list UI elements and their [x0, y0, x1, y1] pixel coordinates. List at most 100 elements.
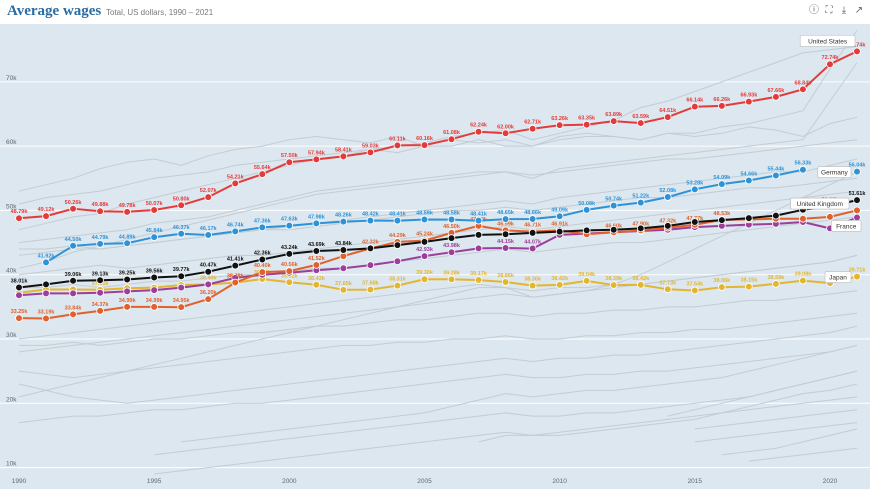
data-point[interactable]	[853, 213, 861, 222]
data-point[interactable]	[501, 215, 510, 223]
data-point[interactable]	[718, 216, 726, 224]
data-point[interactable]	[312, 261, 321, 269]
data-point[interactable]	[258, 223, 267, 232]
data-point[interactable]	[772, 171, 780, 180]
data-point[interactable]	[231, 278, 240, 287]
data-point[interactable]	[69, 310, 77, 319]
data-point[interactable]	[258, 170, 267, 178]
data-point[interactable]	[15, 314, 23, 322]
data-point[interactable]	[636, 119, 645, 127]
data-point[interactable]	[799, 214, 807, 223]
data-point[interactable]	[339, 264, 348, 273]
data-point[interactable]	[609, 281, 618, 289]
data-point[interactable]	[609, 201, 618, 210]
data-point[interactable]	[96, 240, 104, 248]
data-point[interactable]	[366, 261, 375, 269]
data-point[interactable]	[123, 303, 131, 311]
data-point[interactable]	[285, 250, 294, 258]
data-point[interactable]	[312, 155, 321, 164]
data-point[interactable]	[501, 278, 510, 286]
data-point[interactable]	[772, 93, 780, 101]
data-point[interactable]	[258, 268, 267, 276]
data-point[interactable]	[123, 287, 131, 296]
data-point[interactable]	[772, 211, 780, 220]
data-point[interactable]	[528, 124, 537, 133]
data-point[interactable]	[474, 216, 483, 225]
data-point[interactable]	[420, 252, 429, 260]
data-point[interactable]	[555, 281, 564, 289]
data-point[interactable]	[393, 141, 402, 150]
data-point[interactable]	[393, 216, 402, 225]
data-point[interactable]	[15, 214, 23, 223]
data-point[interactable]	[636, 224, 645, 233]
data-point[interactable]	[231, 227, 240, 236]
data-point[interactable]	[150, 303, 158, 311]
data-point[interactable]	[528, 281, 537, 290]
data-point[interactable]	[393, 281, 402, 290]
data-point[interactable]	[285, 221, 294, 230]
data-point[interactable]	[447, 215, 456, 224]
data-point[interactable]	[447, 248, 456, 257]
data-point[interactable]	[150, 206, 158, 214]
data-point[interactable]	[285, 267, 294, 275]
data-point[interactable]	[420, 141, 429, 149]
data-point[interactable]	[555, 227, 564, 236]
data-point[interactable]	[393, 241, 402, 249]
data-point[interactable]	[772, 280, 780, 288]
data-point[interactable]	[312, 219, 321, 228]
data-point[interactable]	[501, 244, 510, 252]
data-point[interactable]	[285, 158, 294, 167]
data-point[interactable]	[339, 286, 348, 294]
data-point[interactable]	[177, 283, 185, 292]
data-point[interactable]	[691, 102, 699, 111]
share-icon[interactable]: ↗	[854, 5, 864, 16]
data-point[interactable]	[447, 135, 456, 143]
data-point[interactable]	[150, 286, 158, 294]
country-label-united-kingdom[interactable]: United Kingdom	[790, 197, 850, 210]
data-point[interactable]	[555, 121, 564, 129]
data-point[interactable]	[123, 208, 131, 216]
data-point[interactable]	[691, 185, 699, 194]
data-point[interactable]	[42, 280, 50, 289]
data-point[interactable]	[366, 216, 375, 225]
country-label-united-states[interactable]: United States	[799, 35, 856, 47]
data-point[interactable]	[231, 261, 240, 270]
data-point[interactable]	[15, 283, 23, 292]
data-point[interactable]	[393, 257, 402, 266]
data-point[interactable]	[96, 207, 104, 216]
data-point[interactable]	[15, 291, 23, 300]
data-point[interactable]	[366, 244, 375, 253]
data-point[interactable]	[582, 120, 591, 129]
download-icon[interactable]: ⤓	[841, 5, 847, 16]
data-point[interactable]	[501, 230, 510, 239]
data-point[interactable]	[745, 97, 753, 106]
data-point[interactable]	[745, 176, 753, 185]
data-point[interactable]	[96, 288, 104, 297]
data-point[interactable]	[42, 258, 50, 267]
data-point[interactable]	[150, 233, 158, 241]
data-point[interactable]	[204, 267, 213, 276]
data-point[interactable]	[582, 277, 591, 285]
data-point[interactable]	[96, 307, 104, 315]
data-point[interactable]	[609, 117, 618, 125]
data-point[interactable]	[718, 102, 726, 110]
data-point[interactable]	[339, 246, 348, 254]
data-point[interactable]	[177, 303, 185, 311]
data-point[interactable]	[447, 275, 456, 284]
data-point[interactable]	[474, 231, 483, 239]
data-point[interactable]	[339, 217, 348, 226]
data-point[interactable]	[691, 286, 699, 295]
data-point[interactable]	[42, 289, 50, 298]
data-point[interactable]	[204, 295, 213, 303]
data-point[interactable]	[447, 234, 456, 242]
data-point[interactable]	[528, 215, 537, 223]
data-point[interactable]	[663, 222, 672, 230]
data-point[interactable]	[555, 212, 564, 221]
data-point[interactable]	[69, 241, 77, 250]
data-point[interactable]	[204, 280, 213, 289]
data-point[interactable]	[420, 215, 429, 224]
data-point[interactable]	[826, 213, 834, 221]
data-point[interactable]	[366, 285, 375, 294]
country-label-japan[interactable]: Japan	[824, 271, 852, 283]
data-point[interactable]	[718, 180, 726, 188]
